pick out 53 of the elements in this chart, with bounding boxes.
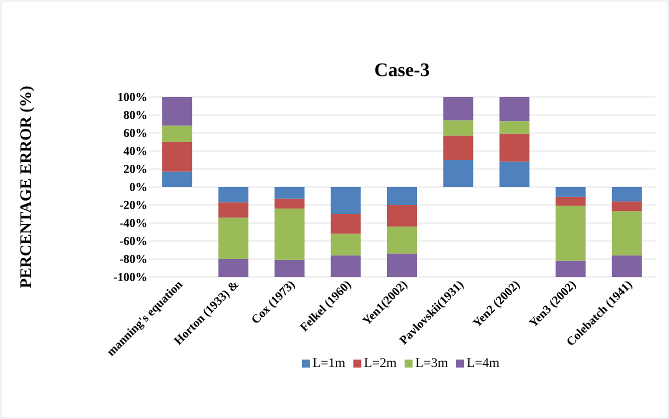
bar: [499, 134, 530, 162]
bar: [443, 97, 474, 120]
bar: [499, 162, 530, 188]
bar: [274, 208, 305, 260]
y-tick-label: -40%: [120, 218, 146, 228]
bar: [556, 260, 586, 277]
bar: [218, 259, 248, 277]
legend-label: L=2m: [364, 358, 396, 368]
y-tick-label: 0%: [130, 182, 146, 192]
y-tick-label: -20%: [120, 200, 146, 210]
chart-title: Case-3: [375, 63, 430, 76]
bar: [386, 187, 417, 206]
legend-label: L=4m: [467, 358, 500, 367]
bar: [386, 205, 417, 227]
bar: [612, 255, 642, 277]
bar: [443, 136, 474, 160]
bar: [218, 187, 248, 202]
bar: [218, 202, 248, 218]
y-tick-label: -100%: [114, 272, 146, 282]
bar: [443, 120, 474, 136]
bar: [330, 255, 361, 277]
y-tick-label: 40%: [124, 146, 146, 156]
bar: [612, 187, 642, 202]
bar: [330, 234, 361, 256]
bar: [612, 211, 642, 256]
y-tick-label: 80%: [124, 110, 146, 120]
bar: [162, 126, 192, 142]
y-tick-label: 60%: [124, 128, 146, 138]
y-tick-label: 20%: [124, 164, 146, 174]
bar: [274, 198, 305, 209]
bar: [499, 97, 530, 122]
bar: [274, 187, 305, 199]
bar: [386, 226, 417, 254]
y-tick-label: -60%: [120, 236, 146, 246]
bar: [612, 201, 642, 212]
y-tick-label: 100%: [118, 92, 146, 102]
bar: [330, 187, 361, 214]
bar: [556, 206, 586, 261]
bar: [443, 160, 474, 188]
bar: [274, 260, 305, 277]
bar: [556, 187, 586, 197]
legend-label: L=3m: [416, 358, 448, 368]
bar: [162, 172, 192, 188]
bar: [162, 142, 192, 172]
bar: [162, 97, 192, 126]
bar: [330, 214, 361, 234]
bar: [218, 218, 248, 259]
bar: [556, 196, 586, 206]
y-axis-title: PERCENTAGE ERROR (%): [20, 86, 34, 288]
bar: [499, 121, 530, 134]
bar: [386, 254, 417, 277]
legend-label: L=1m: [312, 358, 346, 368]
y-tick-label: -80%: [120, 254, 146, 264]
